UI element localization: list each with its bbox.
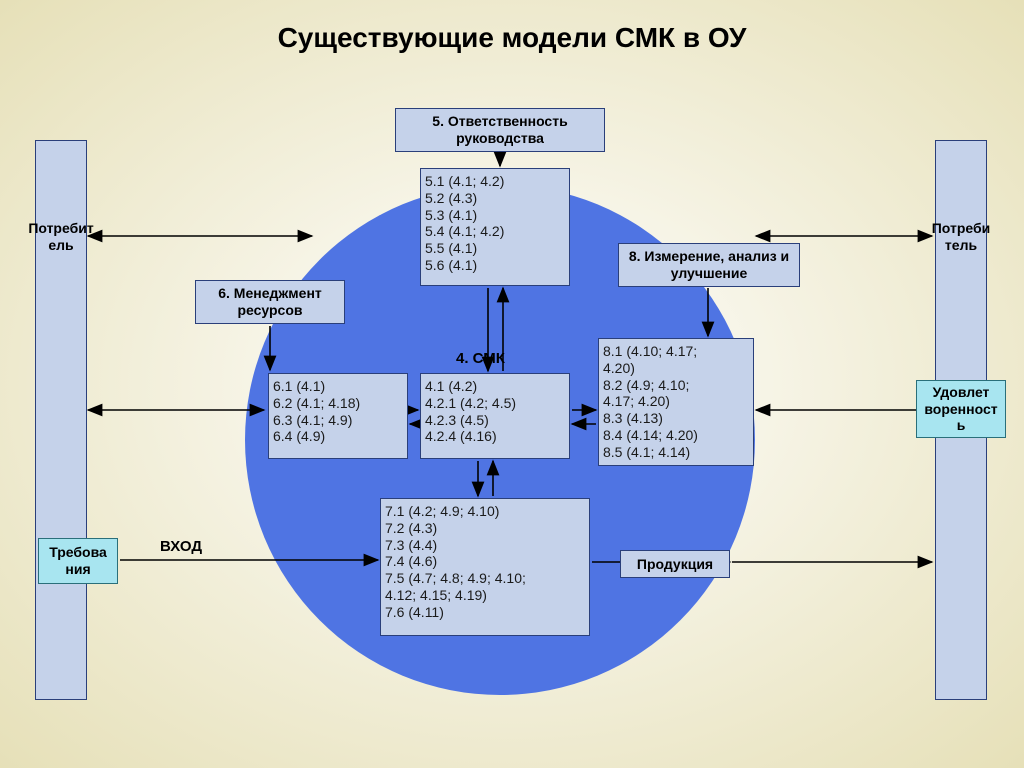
node-requirements: Требова ния	[38, 538, 118, 584]
node-left_consumer: Потребит ель	[25, 215, 97, 259]
node-product: Продукция	[620, 550, 730, 578]
node-n8_header: 8. Измерение, анализ и улучшение	[618, 243, 800, 287]
diagram-stage: Существующие модели СМК в ОУ Потребит ел…	[0, 0, 1024, 768]
node-right_consumer: Потреби тель	[925, 215, 997, 259]
node-n5_header: 5. Ответственность руководства	[395, 108, 605, 152]
node-n6_body: 6.1 (4.1) 6.2 (4.1; 4.18) 6.3 (4.1; 4.9)…	[268, 373, 408, 459]
label-smk: 4. СМК	[456, 350, 505, 367]
node-n4_body: 4.1 (4.2) 4.2.1 (4.2; 4.5) 4.2.3 (4.5) 4…	[420, 373, 570, 459]
node-n5_body: 5.1 (4.1; 4.2) 5.2 (4.3) 5.3 (4.1) 5.4 (…	[420, 168, 570, 286]
node-n6_header: 6. Менеджмент ресурсов	[195, 280, 345, 324]
label-input: ВХОД	[160, 538, 202, 555]
node-n8_body: 8.1 (4.10; 4.17; 4.20) 8.2 (4.9; 4.10; 4…	[598, 338, 754, 466]
node-satisfaction: Удовлет воренност ь	[916, 380, 1006, 438]
diagram-title: Существующие модели СМК в ОУ	[0, 22, 1024, 54]
node-n7_body: 7.1 (4.2; 4.9; 4.10) 7.2 (4.3) 7.3 (4.4)…	[380, 498, 590, 636]
